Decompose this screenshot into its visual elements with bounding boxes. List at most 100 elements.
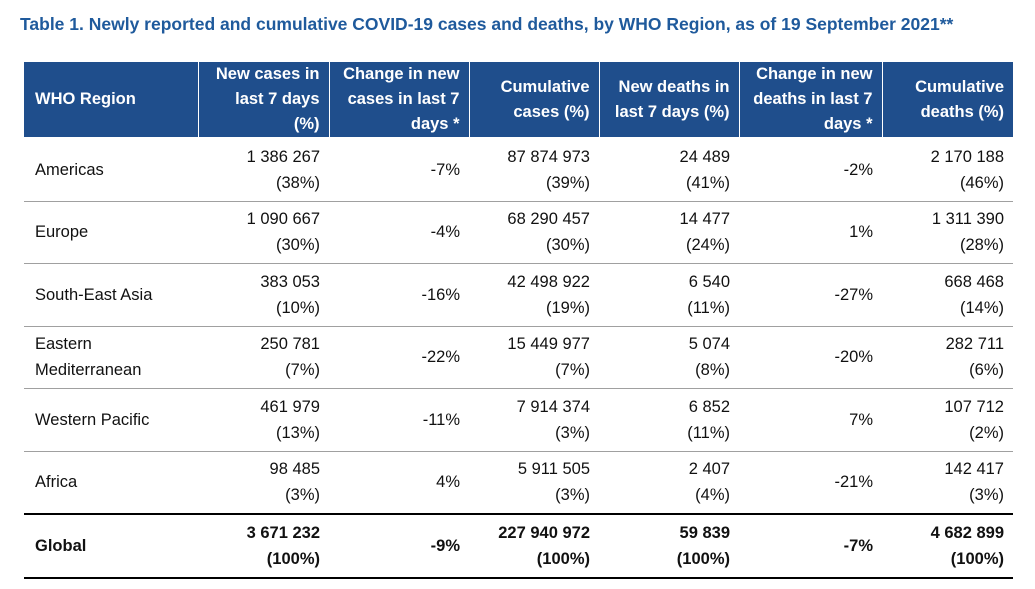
table-row: South-East Asia 383 053 (10%) -16% 42 498 92… <box>24 263 1013 327</box>
region-name: Europe <box>24 201 198 264</box>
cumulative-deaths-value: 4 682 899 <box>930 523 1004 542</box>
new-deaths-percent: (8%) <box>695 361 730 380</box>
region-name: South-East Asia <box>24 263 198 327</box>
cumulative-deaths-percent: (2%) <box>969 423 1004 442</box>
cumulative-deaths-value: 142 417 <box>944 460 1004 479</box>
change-new-deaths-cell: -21% <box>739 451 882 515</box>
new-deaths-value: 14 477 <box>679 210 730 229</box>
region-name: Western Pacific <box>24 388 198 452</box>
change-new-deaths-cell: -27% <box>739 263 882 327</box>
cumulative-cases-cell: 68 290 457 (30%) <box>469 201 599 264</box>
cumulative-cases-cell: 42 498 922 (19%) <box>469 263 599 327</box>
change-new-cases-cell: -9% <box>329 513 469 579</box>
table-row: Western Pacific 461 979 (13%) -11% 7 914 374… <box>24 388 1013 452</box>
new-deaths-cell: 5 074 (8%) <box>599 326 739 389</box>
new-deaths-value: 6 540 <box>688 272 730 291</box>
cumulative-deaths-percent: (100%) <box>950 549 1004 568</box>
change-new-cases-cell: -7% <box>329 138 469 202</box>
cumulative-deaths-cell: 1 311 390 (28%) <box>882 201 1013 264</box>
new-deaths-value: 59 839 <box>679 523 730 542</box>
new-cases-cell: 250 781 (7%) <box>198 326 329 389</box>
new-deaths-percent: (100%) <box>676 549 730 568</box>
change-new-cases-cell: 4% <box>329 451 469 515</box>
change-new-deaths-cell: -20% <box>739 326 882 389</box>
cumulative-deaths-value: 282 711 <box>945 335 1004 354</box>
new-deaths-value: 24 489 <box>679 147 730 166</box>
table-row: Europe 1 090 667 (30%) -4% 68 290 457 (30%) 14… <box>24 201 1013 264</box>
new-cases-cell: 461 979 (13%) <box>198 388 329 452</box>
cumulative-cases-value: 87 874 973 <box>507 147 590 166</box>
new-deaths-percent: (11%) <box>687 298 730 317</box>
cumulative-cases-value: 42 498 922 <box>507 272 590 291</box>
new-cases-percent: (10%) <box>275 298 320 317</box>
change-new-cases-cell: -16% <box>329 263 469 327</box>
cumulative-deaths-percent: (6%) <box>969 361 1004 380</box>
cumulative-deaths-cell: 282 711 (6%) <box>882 326 1013 389</box>
new-deaths-cell: 6 852 (11%) <box>599 388 739 452</box>
change-new-cases-cell: -11% <box>329 388 469 452</box>
new-cases-value: 3 671 232 <box>246 523 320 542</box>
new-cases-percent: (100%) <box>266 549 320 568</box>
cumulative-cases-percent: (3%) <box>555 486 590 505</box>
new-deaths-percent: (41%) <box>685 173 730 192</box>
region-name: Africa <box>24 451 198 515</box>
new-cases-percent: (30%) <box>275 236 320 255</box>
cumulative-deaths-percent: (28%) <box>959 236 1004 255</box>
cumulative-deaths-value: 2 170 188 <box>930 147 1004 166</box>
new-cases-value: 383 053 <box>260 272 320 291</box>
new-deaths-cell: 59 839 (100%) <box>599 513 739 579</box>
change-new-cases-cell: -22% <box>329 326 469 389</box>
cumulative-cases-cell: 7 914 374 (3%) <box>469 388 599 452</box>
cumulative-deaths-value: 1 311 390 <box>931 210 1004 229</box>
new-deaths-percent: (11%) <box>687 423 730 442</box>
cumulative-deaths-percent: (3%) <box>969 486 1004 505</box>
region-name: Eastern Mediterranean <box>24 326 198 389</box>
table-row: Eastern Mediterranean 250 781 (7%) -22% 15 4… <box>24 326 1013 389</box>
change-new-deaths-cell: 7% <box>739 388 882 452</box>
global-total-row: Global 3 671 232 (100%) -9% 227 940 972 (100%… <box>24 513 1013 579</box>
cumulative-cases-percent: (19%) <box>545 298 590 317</box>
change-new-cases-cell: -4% <box>329 201 469 264</box>
new-cases-cell: 1 386 267 (38%) <box>198 138 329 202</box>
new-cases-value: 461 979 <box>260 397 320 416</box>
cumulative-deaths-cell: 4 682 899 (100%) <box>882 513 1013 579</box>
new-cases-value: 98 485 <box>269 460 320 479</box>
new-cases-percent: (7%) <box>285 361 320 380</box>
cumulative-deaths-percent: (14%) <box>959 298 1004 317</box>
new-deaths-value: 5 074 <box>688 335 730 354</box>
header-change-new-deaths: Change in new deaths in last 7 days * <box>738 62 882 139</box>
cumulative-cases-percent: (7%) <box>555 361 590 380</box>
header-new-cases: New cases in last 7 days (%) <box>197 62 329 139</box>
new-cases-cell: 383 053 (10%) <box>198 263 329 327</box>
cumulative-cases-cell: 87 874 973 (39%) <box>469 138 599 202</box>
new-cases-percent: (3%) <box>285 486 320 505</box>
cumulative-deaths-cell: 668 468 (14%) <box>882 263 1013 327</box>
cumulative-cases-value: 15 449 977 <box>507 335 590 354</box>
new-deaths-value: 6 852 <box>688 397 730 416</box>
new-deaths-value: 2 407 <box>688 460 730 479</box>
cumulative-cases-percent: (30%) <box>545 236 590 255</box>
header-row: WHO Region New cases in last 7 days (%) … <box>24 62 1013 139</box>
cumulative-deaths-cell: 142 417 (3%) <box>882 451 1013 515</box>
new-cases-cell: 1 090 667 (30%) <box>198 201 329 264</box>
cumulative-cases-value: 5 911 505 <box>517 460 590 479</box>
cumulative-cases-value: 68 290 457 <box>507 210 590 229</box>
cumulative-deaths-cell: 107 712 (2%) <box>882 388 1013 452</box>
change-new-deaths-cell: -7% <box>739 513 882 579</box>
cumulative-cases-cell: 5 911 505 (3%) <box>469 451 599 515</box>
cumulative-cases-value: 227 940 972 <box>498 523 590 542</box>
new-cases-value: 1 386 267 <box>246 147 320 166</box>
cumulative-cases-percent: (100%) <box>536 549 590 568</box>
table-caption: Table 1. Newly reported and cumulative C… <box>20 14 954 34</box>
cumulative-deaths-value: 668 468 <box>944 272 1004 291</box>
cumulative-deaths-value: 107 712 <box>944 397 1004 416</box>
region-name: Americas <box>24 138 198 202</box>
cumulative-deaths-percent: (46%) <box>959 173 1004 192</box>
cumulative-cases-value: 7 914 374 <box>516 397 590 416</box>
new-deaths-cell: 14 477 (24%) <box>599 201 739 264</box>
covid-region-table: WHO Region New cases in last 7 days (%) … <box>24 62 1013 579</box>
header-new-deaths: New deaths in last 7 days (%) <box>598 62 739 139</box>
new-deaths-percent: (24%) <box>685 236 730 255</box>
header-who-region: WHO Region <box>24 62 198 139</box>
cumulative-cases-cell: 15 449 977 (7%) <box>469 326 599 389</box>
